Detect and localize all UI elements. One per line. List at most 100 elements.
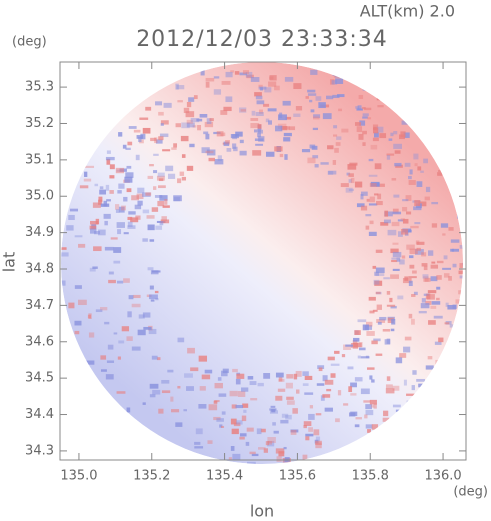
speckle [255,143,264,146]
speckle [386,153,395,156]
speckle [373,279,380,285]
speckle [145,192,152,196]
speckle [359,120,366,126]
speckle [360,191,368,196]
speckle [255,95,263,100]
speckle [324,379,334,385]
speckle [150,270,159,275]
speckle [413,206,422,211]
speckle [408,280,413,287]
speckle [453,335,458,340]
speckle [337,390,342,396]
speckle [160,123,164,126]
speckle [123,278,130,283]
speckle [303,421,312,427]
speckle [150,137,157,142]
speckle [392,404,401,408]
speckle [79,185,89,189]
speckle [247,461,256,464]
speckle [313,116,320,120]
speckle [155,225,163,230]
speckle [350,411,358,417]
speckle [250,398,258,401]
speckle [175,123,181,128]
speckle [375,291,381,295]
speckle [206,149,216,156]
speckle [158,408,164,414]
speckle [117,356,121,360]
speckle [241,465,244,467]
speckle [375,273,385,277]
speckle [205,77,215,82]
speckle [99,186,104,190]
speckle [343,403,349,406]
speckle [369,375,373,380]
speckle [121,205,126,211]
speckle [462,262,463,266]
speckle [372,265,377,269]
speckle [305,436,310,441]
speckle [198,404,207,409]
speckle [327,170,334,175]
speckle [132,294,141,299]
speckle [206,118,212,124]
speckle [355,106,360,109]
speckle [90,228,97,234]
speckle [395,409,405,412]
speckle [117,229,122,235]
x-tick-label: 135.2 [133,469,170,484]
speckle [128,126,137,129]
speckle [356,126,363,133]
speckle [118,206,125,213]
speckle [362,324,369,331]
speckle [149,164,154,167]
speckle [130,217,139,223]
speckle [360,388,370,395]
speckle [384,210,389,217]
speckle [218,393,227,397]
speckle [362,142,366,146]
speckle [230,70,235,73]
speckle [283,458,288,464]
speckle [221,370,228,377]
x-tick-label: 135.8 [352,469,389,484]
speckle [162,205,170,208]
speckle [264,87,272,93]
speckle [335,78,344,84]
speckle [228,457,232,460]
speckle [395,357,403,364]
speckle [177,178,182,184]
speckle [78,299,87,306]
speckle [309,144,316,149]
speckle [438,337,444,343]
speckle [365,424,373,429]
speckle [204,121,214,128]
speckle [221,411,226,415]
speckle [219,424,223,428]
speckle [249,381,257,386]
speckle [92,202,101,208]
speckle [199,386,206,391]
speckle [202,458,209,464]
speckle [369,310,375,314]
speckle [436,260,444,264]
speckle [260,428,266,433]
speckle [242,70,250,74]
speckle [362,107,366,110]
speckle [444,322,450,325]
speckle [115,204,120,210]
speckle [403,346,411,353]
speckle [424,196,430,201]
speckle [267,440,275,447]
speckle [142,209,150,214]
speckle [201,147,210,154]
speckle [408,180,416,185]
speckle [115,209,120,213]
speckle [161,390,171,394]
speckle [254,129,262,133]
speckle [360,356,370,359]
speckle [250,123,260,129]
speckle [220,425,225,428]
speckle [268,81,277,87]
speckle [340,183,349,188]
